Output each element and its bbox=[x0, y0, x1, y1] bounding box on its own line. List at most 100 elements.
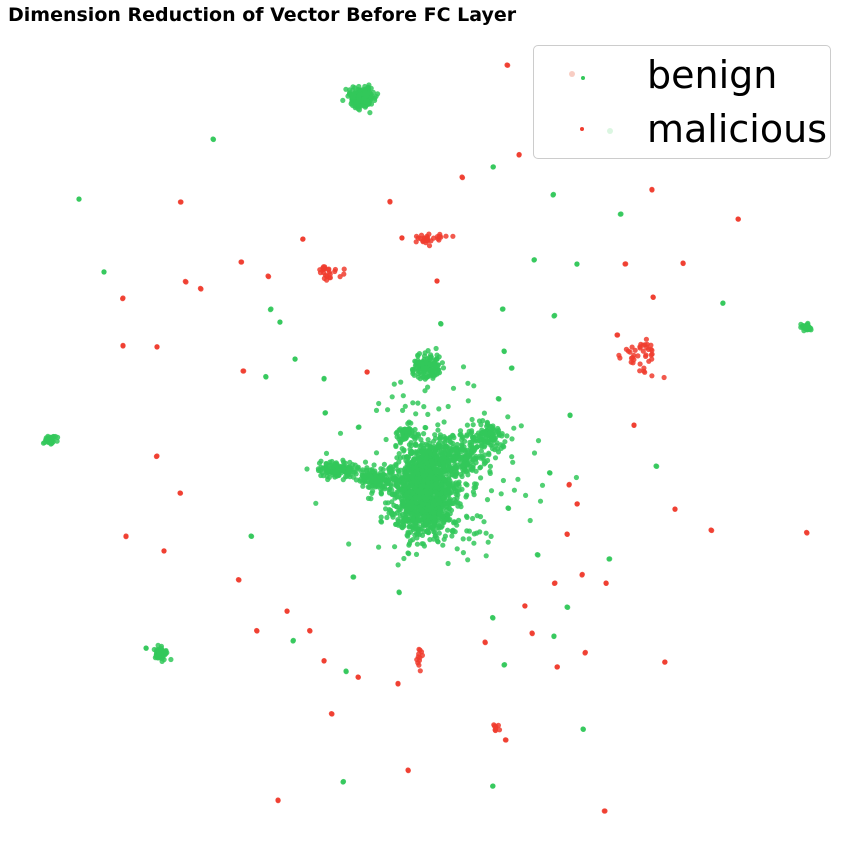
point-benign bbox=[390, 466, 396, 473]
point-malicious bbox=[615, 332, 621, 338]
point-malicious bbox=[574, 501, 580, 507]
point-malicious bbox=[603, 580, 609, 587]
point-malicious bbox=[161, 548, 167, 554]
point-benign bbox=[505, 414, 511, 420]
point-benign bbox=[406, 431, 412, 437]
point-benign bbox=[551, 633, 557, 640]
point-benign bbox=[501, 348, 507, 355]
point-malicious bbox=[496, 727, 503, 733]
point-malicious bbox=[640, 348, 646, 354]
point-benign bbox=[389, 512, 395, 518]
point-benign bbox=[552, 312, 558, 318]
point-benign bbox=[523, 492, 529, 498]
point-malicious bbox=[355, 674, 361, 680]
point-benign bbox=[397, 426, 404, 432]
point-benign bbox=[389, 487, 395, 493]
point-benign bbox=[440, 463, 446, 470]
point-benign bbox=[267, 307, 273, 313]
point-benign bbox=[438, 449, 444, 455]
point-benign bbox=[326, 474, 332, 480]
point-benign bbox=[427, 475, 433, 481]
point-benign bbox=[353, 99, 359, 105]
point-benign bbox=[400, 393, 406, 399]
point-malicious bbox=[235, 577, 241, 583]
point-benign bbox=[368, 496, 374, 502]
point-benign bbox=[391, 381, 397, 387]
point-benign bbox=[463, 513, 470, 519]
point-benign bbox=[435, 427, 441, 433]
point-benign bbox=[465, 449, 471, 455]
point-malicious bbox=[254, 627, 260, 634]
point-benign bbox=[485, 539, 491, 545]
point-benign bbox=[531, 450, 538, 456]
point-benign bbox=[101, 269, 107, 275]
point-benign bbox=[411, 456, 417, 462]
point-benign bbox=[539, 482, 546, 488]
point-benign bbox=[410, 490, 416, 496]
legend-entry-malicious: malicious bbox=[534, 104, 830, 154]
point-benign bbox=[451, 458, 457, 464]
point-benign bbox=[454, 546, 460, 552]
point-benign bbox=[464, 492, 470, 498]
point-benign bbox=[442, 533, 448, 539]
point-benign bbox=[580, 726, 587, 733]
point-benign bbox=[436, 510, 442, 517]
point-benign bbox=[436, 525, 442, 531]
point-benign bbox=[431, 498, 437, 505]
point-benign bbox=[473, 484, 479, 490]
point-benign bbox=[445, 459, 451, 465]
point-malicious bbox=[516, 151, 522, 158]
point-benign bbox=[445, 515, 451, 521]
point-benign bbox=[435, 422, 441, 428]
point-malicious bbox=[554, 664, 561, 670]
point-benign bbox=[318, 472, 324, 479]
point-benign bbox=[436, 406, 442, 412]
point-malicious bbox=[649, 373, 655, 379]
point-benign bbox=[465, 461, 471, 467]
point-benign bbox=[409, 474, 415, 480]
point-benign bbox=[323, 450, 330, 456]
point-benign bbox=[387, 476, 393, 482]
point-benign bbox=[456, 479, 462, 485]
point-benign bbox=[515, 476, 521, 482]
point-malicious bbox=[495, 722, 501, 729]
point-benign bbox=[385, 407, 391, 413]
point-benign bbox=[463, 456, 469, 462]
point-malicious bbox=[387, 198, 393, 204]
point-benign bbox=[398, 496, 404, 502]
point-benign bbox=[398, 379, 404, 385]
legend-entry-benign: benign bbox=[534, 50, 830, 100]
point-malicious bbox=[522, 603, 528, 609]
point-benign bbox=[485, 457, 491, 464]
point-benign bbox=[438, 456, 444, 462]
point-benign bbox=[465, 557, 471, 563]
point-benign bbox=[360, 467, 366, 473]
point-benign bbox=[490, 425, 496, 431]
point-benign bbox=[427, 361, 433, 367]
point-malicious bbox=[635, 353, 641, 359]
point-benign bbox=[440, 365, 447, 371]
point-benign bbox=[459, 473, 465, 480]
point-benign bbox=[419, 468, 425, 474]
point-benign bbox=[349, 99, 355, 105]
point-benign bbox=[798, 321, 804, 327]
point-benign bbox=[422, 449, 428, 455]
legend-label-benign: benign bbox=[647, 53, 778, 97]
point-benign bbox=[342, 460, 348, 466]
point-benign bbox=[429, 483, 435, 489]
point-malicious bbox=[502, 737, 508, 743]
point-benign bbox=[346, 541, 352, 547]
point-benign bbox=[453, 468, 459, 474]
point-benign bbox=[460, 364, 467, 370]
point-benign bbox=[406, 419, 412, 425]
point-benign bbox=[430, 525, 436, 531]
point-benign bbox=[425, 384, 431, 390]
point-benign bbox=[424, 484, 430, 490]
point-malicious bbox=[325, 267, 331, 273]
point-malicious bbox=[317, 267, 323, 273]
point-benign bbox=[400, 407, 406, 413]
point-benign bbox=[459, 486, 465, 492]
point-benign bbox=[452, 519, 459, 526]
point-malicious bbox=[637, 361, 643, 367]
point-malicious bbox=[399, 235, 405, 241]
